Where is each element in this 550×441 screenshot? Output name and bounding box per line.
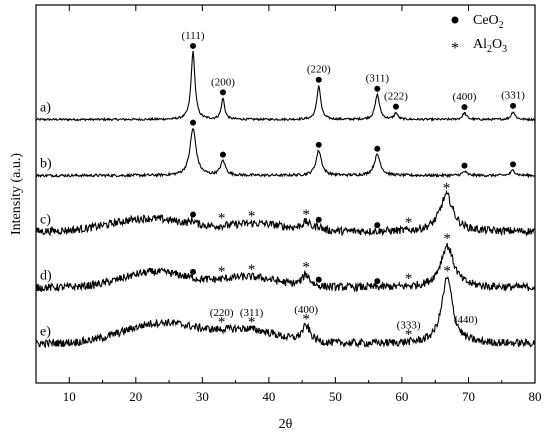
x-axis-ticks: 10 20 30 40 50 60 70 80: [35, 5, 542, 404]
ceo2-marker: [374, 222, 381, 229]
hkl-label: (400): [294, 304, 318, 316]
hkl-label: (200): [211, 76, 235, 88]
x-tick-label: 30: [196, 389, 209, 404]
ceo2-marker: [510, 161, 517, 168]
al2o3-marker: *: [443, 264, 451, 280]
ceo2-marker: [374, 145, 381, 152]
x-axis-label: 2θ: [279, 417, 293, 432]
al2o3-marker: *: [218, 211, 226, 227]
hkl-label: (222): [384, 90, 408, 102]
legend-ceo2-marker: [451, 16, 459, 24]
markers-layer: * * * * * * * * * * * * * * *: [190, 42, 517, 343]
x-tick-label: 80: [529, 389, 542, 404]
plot-frame: [35, 4, 536, 384]
al2o3-marker: *: [302, 207, 310, 223]
al2o3-marker: *: [302, 260, 310, 276]
ceo2-marker: [219, 89, 226, 96]
x-tick-label: 50: [329, 389, 342, 404]
ceo2-marker: [461, 104, 468, 111]
ceo2-marker: [219, 151, 226, 158]
al2o3-marker: *: [405, 271, 413, 287]
curve-label: c): [40, 213, 51, 228]
ceo2-marker: [190, 119, 197, 126]
curve-b: [35, 127, 536, 179]
legend-al2o3-label: Al2O3: [473, 37, 507, 55]
ceo2-marker: [315, 76, 322, 83]
al2o3-marker: *: [248, 314, 256, 330]
y-axis-label: Intensity (a.u.): [9, 153, 24, 235]
hkl-label: (311): [366, 73, 390, 85]
curve-label: e): [40, 325, 51, 340]
ceo2-marker: [374, 85, 381, 92]
ceo2-marker: [190, 211, 197, 218]
ceo2-marker: [510, 102, 517, 109]
al2o3-marker: *: [443, 180, 451, 196]
hkl-label: (331): [501, 90, 525, 102]
hkl-label: (400): [453, 91, 477, 103]
curve-d: [35, 242, 536, 294]
legend: CeO2 * Al2O3: [451, 13, 507, 57]
hkl-label: (333): [397, 320, 421, 332]
al2o3-marker: *: [405, 327, 413, 343]
al2o3-marker: *: [248, 262, 256, 278]
curve-label: b): [40, 157, 52, 172]
al2o3-marker: *: [405, 215, 413, 231]
x-tick-label: 10: [63, 389, 76, 404]
ceo2-marker: [461, 162, 468, 169]
al2o3-marker: *: [218, 264, 226, 280]
al2o3-marker: *: [302, 311, 310, 327]
al2o3-marker: *: [218, 314, 226, 330]
ceo2-marker: [315, 141, 322, 148]
ceo2-marker: [315, 216, 322, 223]
x-tick-label: 60: [395, 389, 408, 404]
legend-ceo2-label: CeO2: [473, 13, 504, 31]
curves-layer: [35, 50, 536, 349]
ceo2-marker: [374, 278, 381, 285]
x-tick-label: 70: [462, 389, 475, 404]
curve-e: [35, 275, 536, 349]
legend-al2o3-marker: *: [451, 40, 459, 57]
ceo2-marker: [315, 276, 322, 283]
ceo2-marker: [392, 103, 399, 110]
al2o3-marker: *: [248, 209, 256, 225]
x-tick-label: 40: [262, 389, 275, 404]
hkl-label: (111): [182, 30, 205, 42]
curve-c: [35, 189, 536, 237]
curve-label: a): [40, 101, 51, 116]
hkl-label: (311): [240, 307, 264, 319]
curve-label: d): [40, 269, 52, 284]
hkl-label: (220): [210, 307, 234, 319]
labels-layer: a) (111) (200) (220) (311) (222) (400) (331) b) c…: [40, 30, 525, 340]
ceo2-marker: [190, 42, 197, 49]
al2o3-marker: *: [443, 231, 451, 247]
curve-a: [35, 50, 536, 123]
hkl-label: (440): [454, 314, 478, 326]
ceo2-marker: [190, 268, 197, 275]
x-tick-label: 20: [129, 389, 142, 404]
hkl-label: (220): [307, 64, 331, 76]
